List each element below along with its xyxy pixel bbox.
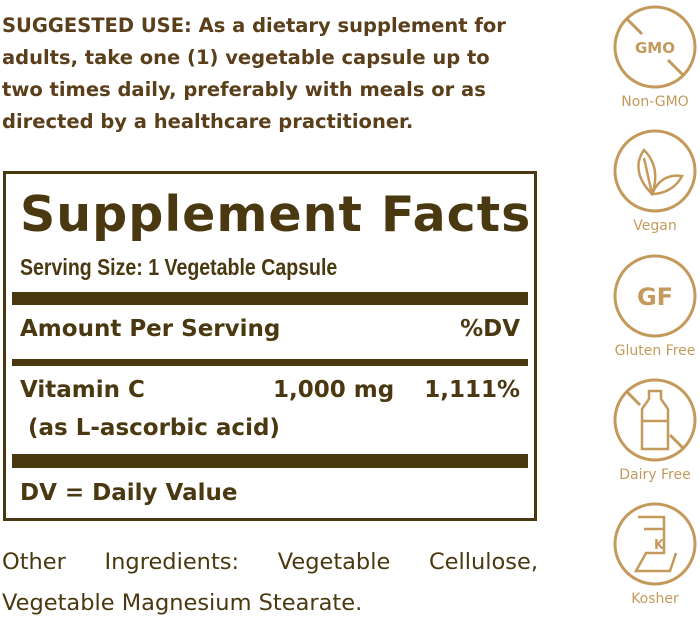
gluten-free-icon: GF (613, 254, 697, 338)
badge-non-gmo: GMO Non-GMO (610, 4, 700, 110)
other-ingredients: Other Ingredients: Vegetable Cellulose, … (2, 549, 538, 616)
badge-gluten-free: GF Gluten Free (610, 253, 700, 359)
badge-vegan: Vegan (610, 128, 700, 234)
serving-size: Serving Size: 1 Vegetable Capsule (20, 254, 338, 280)
kosher-icon: K (613, 502, 697, 586)
amount-per-serving-label: Amount Per Serving (20, 316, 281, 342)
leaf-icon (613, 129, 697, 213)
no-gmo-icon: GMO (613, 5, 697, 89)
header-row: Amount Per Serving %DV (20, 316, 520, 342)
badge-label: Gluten Free (614, 343, 696, 359)
badge-kosher: K Kosher (610, 501, 700, 607)
nutrient-form-text: (as L-ascorbic acid) (28, 415, 280, 441)
svg-text:K: K (654, 538, 665, 553)
badge-label: Kosher (631, 591, 679, 607)
footnote-text: DV = Daily Value (20, 480, 238, 506)
svg-text:GF: GF (637, 283, 673, 311)
footnote: DV = Daily Value (20, 480, 520, 506)
nutrient-name: Vitamin C (20, 377, 145, 403)
supplement-facts-panel: Supplement Facts Serving Size: 1 Vegetab… (3, 171, 537, 521)
dv-header: %DV (460, 316, 520, 342)
divider-thick (12, 292, 528, 305)
no-milk-bottle-icon (613, 378, 697, 462)
facts-title: Supplement Facts (20, 186, 532, 243)
svg-text:GMO: GMO (635, 39, 675, 57)
nutrient-dv: 1,111% (424, 377, 520, 403)
divider-thick (12, 454, 528, 468)
badge-label: Vegan (633, 218, 677, 234)
divider-thin (12, 359, 528, 366)
nutrient-form: (as L-ascorbic acid) (28, 415, 520, 441)
badge-dairy-free: Dairy Free (610, 377, 700, 483)
nutrient-row: Vitamin C 1,000 mg 1,111% (20, 377, 520, 403)
badge-label: Dairy Free (619, 467, 691, 483)
nutrient-amount: 1,000 mg (273, 377, 395, 403)
badge-label: Non-GMO (621, 94, 689, 110)
suggested-use: SUGGESTED USE: As a dietary supplement f… (2, 14, 506, 133)
